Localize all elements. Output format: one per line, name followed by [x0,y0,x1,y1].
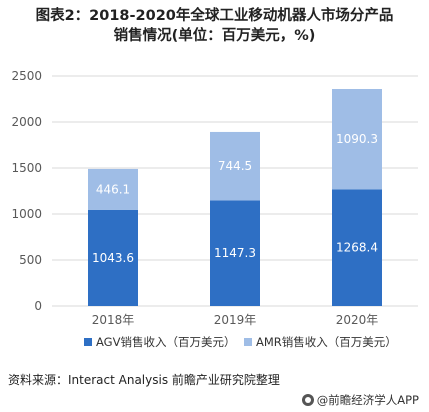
y-axis-ticks: 0 500 1000 1500 2000 2500 [11,69,42,313]
y-tick-label: 2000 [11,115,42,129]
chart-title: 图表2：2018-2020年全球工业移动机器人市场分产品 销售情况(单位：百万美… [8,6,421,46]
bar-amr-1 [210,131,260,201]
y-tick-label: 500 [19,253,42,267]
brand-text: @前瞻经济学人APP [316,393,419,407]
brand-footer: @前瞻经济学人APP [301,392,419,408]
data-label-amr-0: 446.1 [96,182,130,196]
y-tick-label: 2500 [11,69,42,83]
y-tick-label: 0 [34,299,42,313]
data-label-agv-1: 1147.3 [214,246,256,260]
data-label-agv-0: 1043.6 [92,251,134,265]
x-tick-label: 2019年 [214,313,257,327]
bar-agv-1 [210,200,260,306]
y-tick-label: 1000 [11,207,42,221]
x-tick-label: 2018年 [92,313,135,327]
y-tick-label: 1500 [11,161,42,175]
x-tick-label: 2020年 [336,313,379,327]
legend-swatch-0 [84,338,92,346]
brand-logo-icon [301,394,314,406]
x-axis-ticks: 2018年 2019年 2020年 [92,313,379,327]
legend-label-0: AGV销售收入（百万美元） [96,335,235,349]
data-label-amr-1: 744.5 [218,159,252,173]
source-note: 资料来源：Interact Analysis 前瞻产业研究院整理 [8,373,280,387]
bar-agv-2 [332,189,382,306]
bar-amr-0 [88,168,138,210]
bar-agv-0 [88,209,138,306]
chart-title-line2: 销售情况(单位：百万美元，%) [113,28,316,44]
data-label-amr-2: 1090.3 [336,132,378,146]
legend: AGV销售收入（百万美元） AMR销售收入（百万美元） [84,335,397,349]
legend-label-1: AMR销售收入（百万美元） [256,335,397,349]
bar-amr-2 [332,88,382,190]
data-label-agv-2: 1268.4 [336,241,378,255]
legend-swatch-1 [244,338,252,346]
chart-title-line1: 图表2：2018-2020年全球工业移动机器人市场分产品 [35,8,394,24]
bars: 1043.6 446.1 1147.3 744.5 1268.4 1090.3 [88,88,382,306]
